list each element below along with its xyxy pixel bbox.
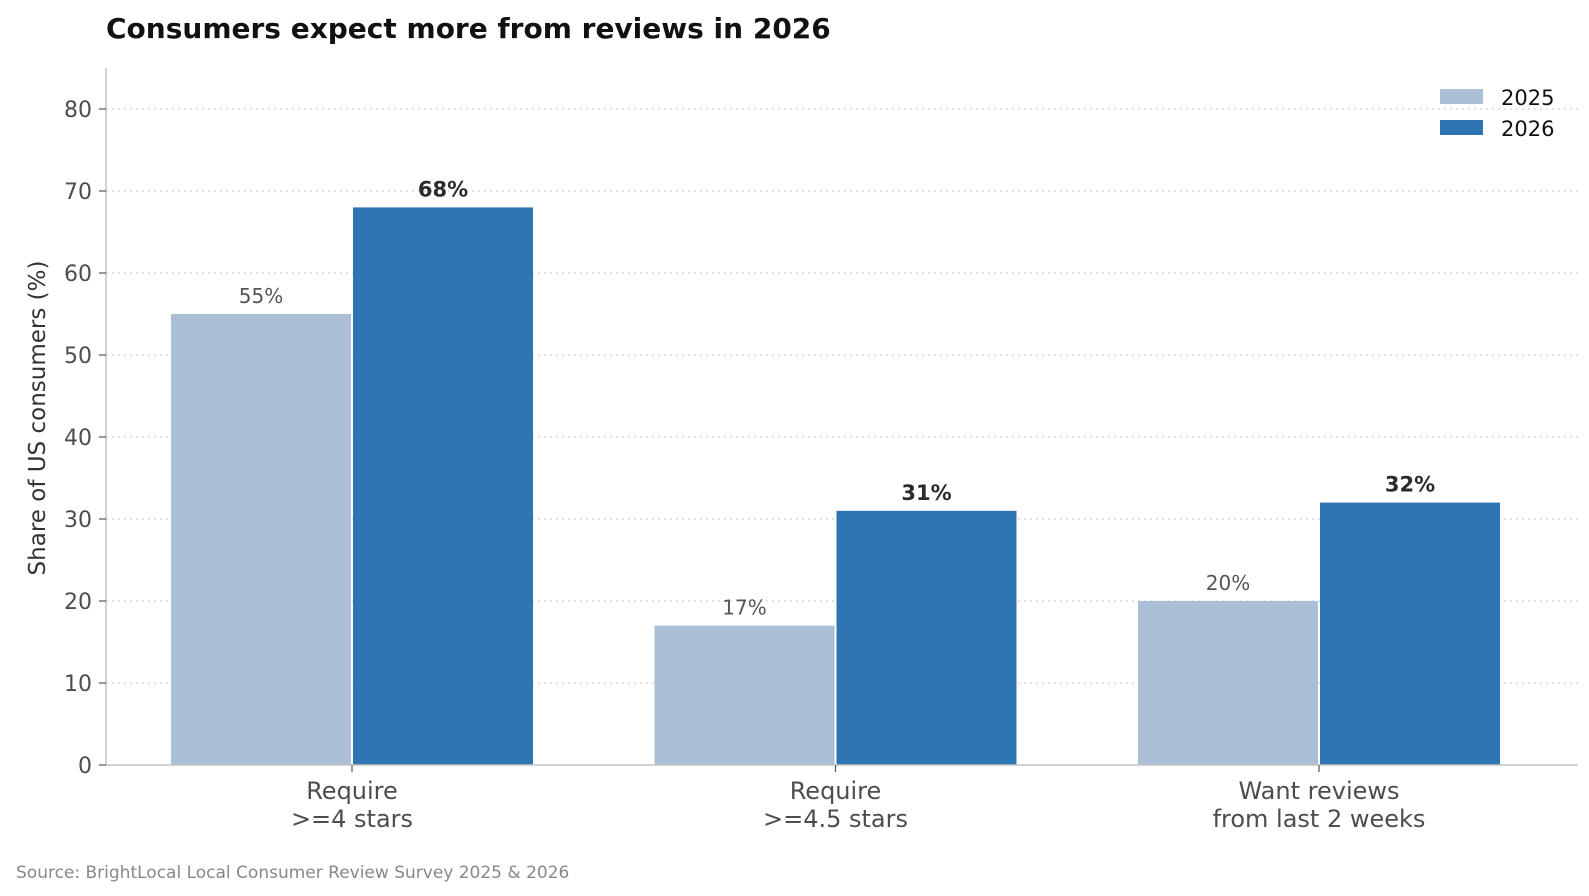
legend-label: 2025 <box>1501 86 1554 110</box>
y-tick-label: 20 <box>64 590 92 615</box>
x-tick-label: Require <box>790 777 882 805</box>
bar-2025 <box>1138 601 1318 765</box>
legend-label: 2026 <box>1501 117 1554 141</box>
y-axis-label: Share of US consumers (%) <box>25 261 51 576</box>
bar-2026 <box>353 207 533 765</box>
y-tick-label: 10 <box>64 672 92 697</box>
data-label: 55% <box>239 284 283 308</box>
y-tick-label: 60 <box>64 262 92 287</box>
x-tick-label: >=4 stars <box>291 805 413 833</box>
bar-2026 <box>836 510 1017 765</box>
bar-2025 <box>171 314 351 765</box>
data-label: 32% <box>1385 473 1435 497</box>
x-tick-label: from last 2 weeks <box>1213 805 1426 833</box>
data-labels: 55% 68% 17% 31% 20% 32% <box>239 177 1435 619</box>
data-label: 17% <box>722 596 766 620</box>
chart-title: Consumers expect more from reviews in 20… <box>106 12 831 45</box>
y-tick-label: 80 <box>64 98 92 123</box>
bars <box>171 207 1500 765</box>
y-tick-label: 50 <box>64 344 92 369</box>
y-tick-label: 30 <box>64 508 92 533</box>
axes <box>105 68 1578 766</box>
data-label: 20% <box>1206 571 1250 595</box>
y-tick-label: 70 <box>64 180 92 205</box>
x-tick-label: Require <box>306 777 398 805</box>
x-tick-label: >=4.5 stars <box>763 805 908 833</box>
y-tick-label: 40 <box>64 426 92 451</box>
legend-swatch <box>1440 120 1483 135</box>
source-note: Source: BrightLocal Local Consumer Revie… <box>16 863 569 883</box>
legend: 2025 2026 <box>1440 86 1554 141</box>
bar-2025 <box>654 625 835 765</box>
data-label: 31% <box>901 481 951 505</box>
x-tick-label: Want reviews <box>1238 777 1399 805</box>
legend-swatch <box>1440 89 1483 104</box>
y-ticks: 0 10 20 30 40 50 60 70 80 <box>64 98 106 779</box>
data-label: 68% <box>418 177 468 201</box>
y-tick-label: 0 <box>78 754 92 779</box>
bar-2026 <box>1320 502 1500 765</box>
